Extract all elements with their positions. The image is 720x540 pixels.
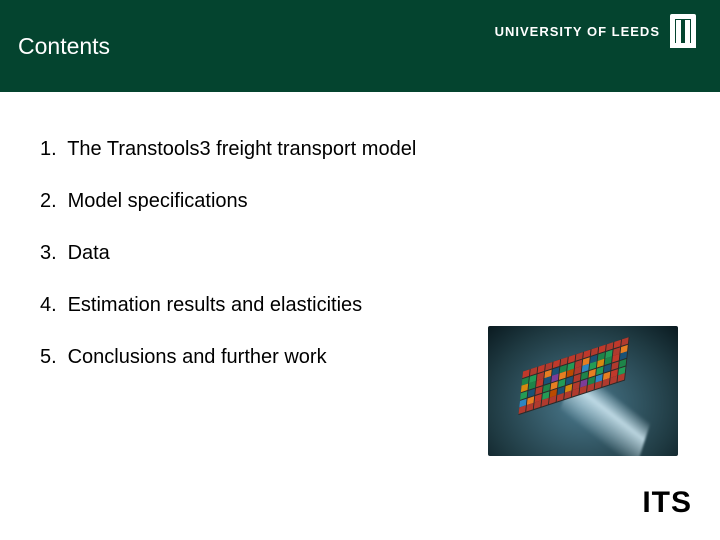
header-bar: Contents UNIVERSITY OF LEEDS — [0, 0, 720, 92]
its-logo-text: ITS — [642, 486, 692, 519]
list-text: Data — [68, 242, 110, 264]
list-text: Model specifications — [68, 190, 248, 212]
slide-title: Contents — [18, 33, 110, 60]
list-number: 1. — [40, 136, 62, 162]
list-number: 3. — [40, 240, 62, 266]
list-number: 5. — [40, 344, 62, 370]
contents-list: 1. The Transtools3 freight transport mod… — [40, 136, 416, 396]
list-number: 2. — [40, 188, 62, 214]
list-item: 2. Model specifications — [40, 188, 416, 214]
list-item: 5. Conclusions and further work — [40, 344, 416, 370]
university-logo-icon — [670, 14, 696, 48]
list-item: 4. Estimation results and elasticities — [40, 292, 416, 318]
list-item: 3. Data — [40, 240, 416, 266]
list-text: The Transtools3 freight transport model — [67, 138, 416, 160]
university-logo-text: UNIVERSITY OF LEEDS — [495, 24, 660, 39]
ship-image — [488, 326, 678, 456]
slide: Contents UNIVERSITY OF LEEDS 1. The Tran… — [0, 0, 720, 540]
list-item: 1. The Transtools3 freight transport mod… — [40, 136, 416, 162]
its-logo: ITS — [642, 486, 692, 520]
list-text: Conclusions and further work — [68, 346, 327, 368]
list-number: 4. — [40, 292, 62, 318]
university-logo: UNIVERSITY OF LEEDS — [495, 14, 696, 48]
list-text: Estimation results and elasticities — [68, 294, 363, 316]
